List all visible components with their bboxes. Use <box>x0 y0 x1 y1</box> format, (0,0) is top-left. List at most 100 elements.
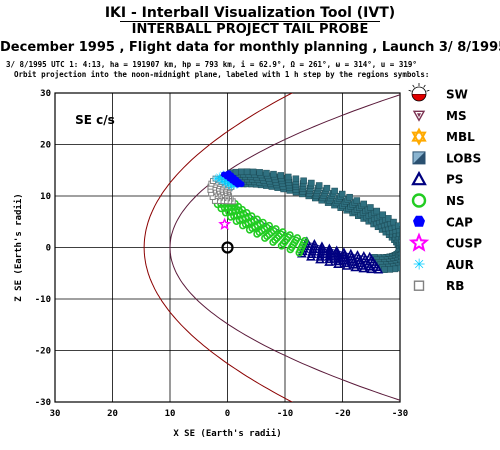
aur-marker: ✳ <box>224 179 233 192</box>
ns-marker <box>275 232 283 240</box>
y-tick-label: 30 <box>40 89 51 99</box>
ps-marker <box>358 263 369 273</box>
lobs-marker <box>403 249 409 255</box>
ns-marker <box>253 230 261 238</box>
lobs-marker <box>285 173 292 181</box>
y-tick-label: -30 <box>35 398 51 408</box>
legend-label: CAP <box>446 215 473 229</box>
aur-marker: ✳ <box>214 174 223 187</box>
legend-item-rb: RB <box>413 279 464 293</box>
x-tick-label: -30 <box>392 409 408 419</box>
lobs-marker <box>386 266 394 273</box>
sw-ray <box>423 84 426 88</box>
legend-item-cap: CAP <box>413 215 473 229</box>
lobs-marker <box>407 258 413 264</box>
lobs-marker <box>399 233 400 241</box>
ns-marker <box>273 234 281 242</box>
lobs-marker <box>404 240 410 246</box>
ns-icon <box>411 193 427 208</box>
ns-marker <box>245 225 254 234</box>
legend-item-ns: NS <box>411 193 465 208</box>
lobs-marker <box>323 184 331 192</box>
y-tick-label: -20 <box>35 347 51 357</box>
lobs-marker <box>315 182 323 189</box>
lobs-marker <box>243 168 251 175</box>
ns-marker <box>232 217 241 226</box>
ns-marker <box>221 208 230 217</box>
lobs-marker <box>407 248 413 254</box>
earth-symbol <box>221 241 234 254</box>
legend-item-ms: MS <box>412 109 467 123</box>
orbit-description: Orbit projection into the noon-midnight … <box>14 70 430 79</box>
flight-info: December 1995 , Flight data for monthly … <box>0 40 500 55</box>
lobs-marker <box>360 200 368 208</box>
aur-marker: ✳ <box>224 176 233 189</box>
coordinate-system-label: SE c/s <box>75 113 115 127</box>
legend-label: RB <box>446 279 464 293</box>
lobs-marker <box>402 237 408 243</box>
lobs-marker <box>401 258 407 264</box>
legend-label: MBL <box>446 130 475 144</box>
ps-marker <box>341 260 352 270</box>
legend-item-cusp: CUSP <box>408 232 482 252</box>
legend-item-aur: ✳ AUR <box>413 255 474 273</box>
lobs-marker <box>402 253 408 259</box>
ns-marker <box>217 204 226 213</box>
lobs-marker <box>395 222 400 230</box>
chart-title: IKI - Interball Visualization Tool (IVT) <box>104 5 396 21</box>
aur-marker: ✳ <box>227 181 236 194</box>
sw-ray <box>426 89 430 92</box>
y-tick-label: -10 <box>35 295 51 305</box>
sw-ray <box>412 84 415 88</box>
cap-marker <box>225 170 232 177</box>
aur-marker: ✳ <box>218 176 227 189</box>
lobs-marker <box>399 254 400 261</box>
lobs-icon-shade <box>413 151 425 164</box>
sw-ray <box>408 89 412 92</box>
rb-icon <box>413 280 425 291</box>
aur-marker: ✳ <box>230 180 239 193</box>
lobs-marker <box>367 204 374 211</box>
lobs-marker <box>300 177 307 185</box>
ns-marker <box>277 242 286 250</box>
ns-marker <box>295 249 304 257</box>
ns-marker <box>286 245 295 254</box>
lobs-marker <box>399 230 400 237</box>
y-tick-label: 20 <box>40 141 51 151</box>
x-tick-label: -10 <box>277 409 293 419</box>
legend-item-ps: PS <box>411 170 463 187</box>
ps-marker <box>366 264 376 274</box>
x-tick-label: 20 <box>107 409 118 419</box>
aur-marker: ✳ <box>211 172 220 185</box>
lobs-marker <box>403 251 409 257</box>
ns-marker <box>269 238 277 246</box>
cusp-marker <box>218 217 232 230</box>
legend-label: LOBS <box>446 151 481 165</box>
rb-marker <box>212 175 219 182</box>
legend-item-sw: SW <box>408 83 468 102</box>
y-axis-label: Z SE (Earth's radii) <box>13 193 24 301</box>
ms-icon <box>412 110 426 122</box>
ns-marker <box>278 228 287 236</box>
aur-marker: ✳ <box>227 178 236 191</box>
lobs-marker <box>346 193 353 201</box>
orbit-parameters: 3/ 8/1995 UTC 1: 4:13, ha = 191907 km, h… <box>6 60 417 69</box>
ps-marker <box>324 256 334 266</box>
ns-marker <box>277 230 285 238</box>
ps-marker <box>315 251 326 261</box>
lobs-marker <box>399 247 400 255</box>
lobs-marker <box>405 254 411 260</box>
x-tick-label: 30 <box>50 409 61 419</box>
cap-icon <box>413 215 425 227</box>
aur-marker: ✳ <box>221 174 230 187</box>
legend-label: SW <box>446 88 468 102</box>
legend-label: AUR <box>446 258 474 272</box>
x-tick-label: 0 <box>225 409 230 419</box>
cap-marker <box>220 171 227 178</box>
ms-icon-inner <box>417 113 421 118</box>
lobs-marker <box>385 215 392 222</box>
lobs-marker <box>270 170 277 178</box>
lobs-marker <box>403 256 409 262</box>
lobs-marker <box>403 234 409 240</box>
lobs-marker <box>331 187 338 195</box>
